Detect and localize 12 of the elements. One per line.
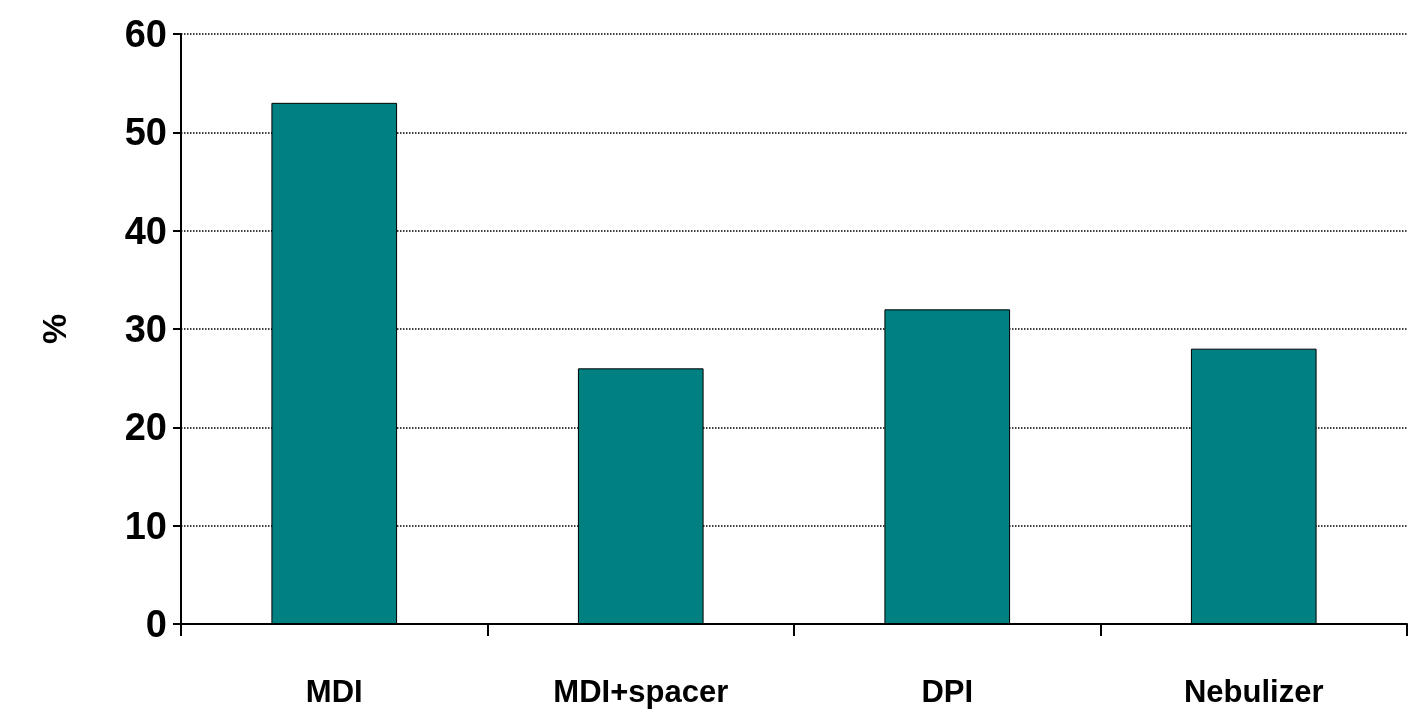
y-tick-label: 20 <box>124 406 167 449</box>
y-tick-label: 10 <box>124 504 167 547</box>
y-tick-label: 50 <box>124 111 167 154</box>
y-tick-label: 0 <box>145 603 167 645</box>
x-tick-label: Nebulizer <box>1183 674 1324 709</box>
x-tick-label: MDI+spacer <box>553 674 729 709</box>
y-axis-title: % <box>35 313 73 345</box>
y-tick-label: 30 <box>124 308 167 350</box>
y-tick-label: 40 <box>124 209 167 252</box>
x-tick-label: MDI <box>305 674 363 709</box>
x-tick-label: DPI <box>921 674 974 709</box>
y-tick-label: 60 <box>124 13 167 55</box>
